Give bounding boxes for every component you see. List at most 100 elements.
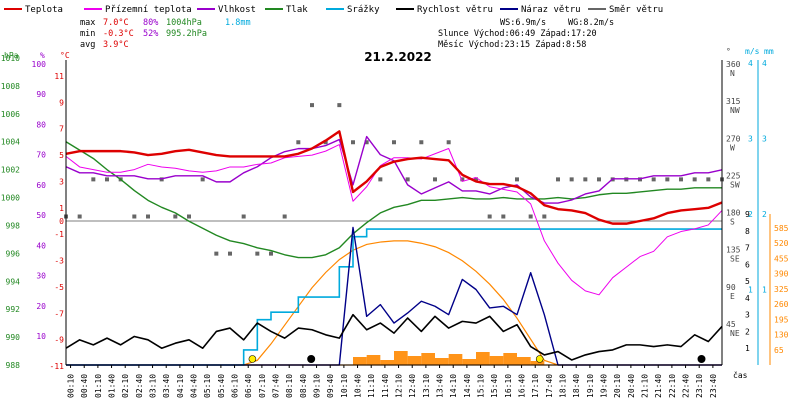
x-tick-label: 00:10 xyxy=(67,374,76,398)
y-tick-wind-direction: 315 xyxy=(726,97,741,106)
wind-direction-point xyxy=(364,140,369,145)
wind-direction-point xyxy=(597,177,601,182)
y-tick-wind-speed: 9 xyxy=(745,210,750,219)
y-tick-humidity: 10 xyxy=(36,332,46,341)
wind-direction-point xyxy=(173,214,178,219)
y-tick-mm: 1 xyxy=(762,286,767,295)
y-tick-solar: 260 xyxy=(774,300,789,309)
wind-direction-point xyxy=(282,214,287,219)
y-tick-ms: 2 xyxy=(748,210,753,219)
y-tick-humidity: 20 xyxy=(36,302,46,311)
stat-max-temp: 7.0°C xyxy=(103,18,129,28)
y-tick-compass: NW xyxy=(730,106,740,115)
y-tick-compass: SE xyxy=(730,255,740,264)
series-pressure xyxy=(65,141,722,259)
y-tick-solar: 325 xyxy=(774,285,789,294)
x-tick-label: 06:40 xyxy=(244,374,253,398)
y-tick-wind-direction: 225 xyxy=(726,171,741,180)
solar-bar xyxy=(517,357,531,365)
y-tick-temperature: 7 xyxy=(59,125,64,134)
x-tick-label: 22:10 xyxy=(668,374,677,398)
x-tick-label: 08:10 xyxy=(285,374,294,398)
y-tick-compass: N xyxy=(730,69,735,78)
wind-direction-point xyxy=(105,177,109,182)
x-tick-label: 18:40 xyxy=(572,374,581,398)
info-sun: Slunce Východ:06:49 Západ:17:20 xyxy=(438,29,597,39)
x-tick-label: 11:40 xyxy=(381,374,390,398)
solar-bar xyxy=(503,353,517,365)
wind-direction-point xyxy=(378,177,383,182)
y-tick-hpa: 990 xyxy=(6,333,21,342)
wind-direction-point xyxy=(146,214,150,219)
x-tick-label: 14:40 xyxy=(463,374,472,398)
wind-direction-point xyxy=(132,214,137,219)
x-tick-label: 15:40 xyxy=(490,374,499,398)
wind-direction-point xyxy=(542,214,547,219)
x-tick-label: 20:10 xyxy=(613,374,622,398)
axis-title-hpa: hPa xyxy=(4,51,19,60)
y-tick-wind-speed: 3 xyxy=(745,311,750,320)
y-tick-temperature: 9 xyxy=(59,98,64,107)
y-tick-wind-speed: 4 xyxy=(745,294,750,303)
stats-block: max 7.0°C 80% 1004hPa 1.8mm min -0.3°C 5… xyxy=(80,18,251,50)
wind-direction-point xyxy=(474,177,478,182)
wind-direction-point xyxy=(651,177,656,182)
x-tick-label: 11:10 xyxy=(367,374,376,398)
x-tick-label: 22:40 xyxy=(682,374,691,398)
x-tick-label: 21:40 xyxy=(654,374,663,398)
axes: 9889909929949969981000100210041006100810… xyxy=(1,54,789,398)
wind-direction-point xyxy=(515,177,519,182)
y-tick-wind-direction: 45 xyxy=(726,320,736,329)
stat-min-hum: 52% xyxy=(143,29,158,39)
x-tick-label: 10:10 xyxy=(340,374,349,398)
solar-bar xyxy=(353,357,367,365)
series-temperature xyxy=(65,130,723,225)
wind-direction-point xyxy=(405,177,410,182)
legend-label-rychlost-vetru: Rychlost větru xyxy=(417,5,493,15)
y-tick-solar: 130 xyxy=(774,331,789,340)
wind-direction-point xyxy=(433,177,437,182)
x-tick-label: 14:10 xyxy=(449,374,458,398)
sunrise-marker xyxy=(248,355,257,363)
x-tick-label: 03:10 xyxy=(149,374,158,398)
wind-direction-point xyxy=(528,214,533,219)
y-tick-temperature: -11 xyxy=(50,362,65,371)
y-tick-wind-direction: 270 xyxy=(726,134,741,143)
stat-avg-temp: 3.9°C xyxy=(103,40,129,50)
y-tick-compass: S xyxy=(730,218,735,227)
axis-title-time: čas xyxy=(733,370,748,380)
x-tick-label: 12:10 xyxy=(395,374,404,398)
axis-title-ms: m/s xyxy=(745,47,760,56)
solar-bar xyxy=(421,353,435,365)
y-tick-hpa: 1004 xyxy=(1,138,20,147)
x-tick-label: 16:40 xyxy=(518,374,527,398)
solar-bar xyxy=(476,352,490,365)
y-tick-wind-speed: 1 xyxy=(745,344,750,353)
wind-direction-point xyxy=(487,214,492,219)
y-tick-temperature: 3 xyxy=(59,177,64,186)
x-tick-label: 00:40 xyxy=(80,374,89,398)
x-tick-label: 19:40 xyxy=(600,374,609,398)
wind-direction-point xyxy=(337,103,342,108)
y-tick-temperature: 5 xyxy=(59,151,64,160)
y-tick-temperature: 1 xyxy=(59,204,64,213)
wind-direction-point xyxy=(269,251,273,256)
wind-direction-point xyxy=(296,140,301,145)
moonrise-marker xyxy=(697,355,706,363)
stat-min-temp: -0.3°C xyxy=(103,29,134,39)
y-tick-temperature: -3 xyxy=(54,257,64,266)
y-tick-temperature: 11 xyxy=(54,72,64,81)
y-tick-humidity: 70 xyxy=(36,151,46,160)
x-tick-label: 19:10 xyxy=(586,374,595,398)
stat-max-label: max xyxy=(80,18,95,28)
axis-title-mm: mm xyxy=(764,47,774,56)
wind-sun-info: WS:6.9m/s WG:8.2m/s Slunce Východ:06:49 … xyxy=(438,18,614,50)
wind-direction-point xyxy=(419,140,424,145)
wind-direction-point xyxy=(446,140,451,145)
info-moon: Měsíc Východ:23:15 Západ:8:58 xyxy=(438,40,586,50)
solar-bar xyxy=(435,358,449,365)
y-tick-temperature: 0 xyxy=(59,217,64,226)
y-tick-solar: 455 xyxy=(774,254,789,263)
info-wg: WG:8.2m/s xyxy=(568,18,614,28)
y-tick-ms: 4 xyxy=(748,59,753,68)
